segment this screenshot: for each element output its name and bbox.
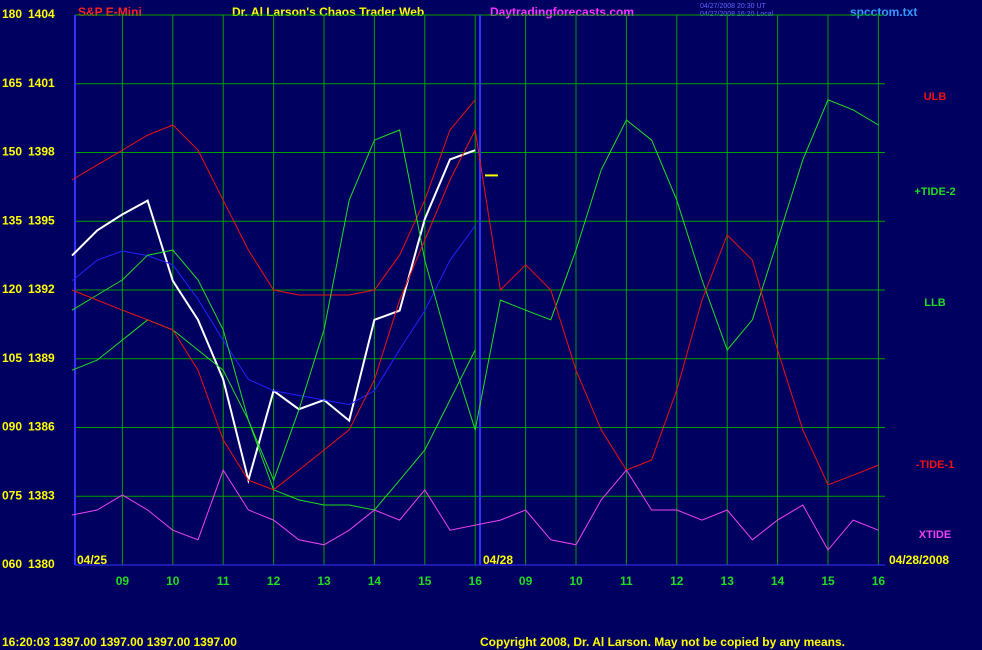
y2-tick-label: 105 <box>2 351 22 365</box>
y-tick-label: 1389 <box>28 351 55 365</box>
y2-tick-label: 120 <box>2 282 22 296</box>
legend-label: +TIDE-2 <box>914 186 955 198</box>
x-tick-label: 11 <box>217 574 230 588</box>
x-tick-label: 09 <box>116 574 130 588</box>
series-line <box>71 225 476 406</box>
y-tick-label: 1380 <box>28 557 55 571</box>
y-tick-label: 1398 <box>28 145 55 159</box>
y-tick-label: 1404 <box>28 7 55 21</box>
series-line <box>71 468 879 551</box>
copyright: Copyright 2008, Dr. Al Larson. May not b… <box>480 635 845 649</box>
series-line <box>71 99 879 482</box>
chart-title: S&P E-Mini <box>78 5 142 19</box>
timestamp: 04/27/2008 16:20 Local <box>700 11 774 18</box>
x-tick-label: 14 <box>771 574 785 588</box>
y2-tick-label: 135 <box>2 213 22 227</box>
x-tick-label: 12 <box>670 574 684 588</box>
x-tick-label: 16 <box>469 574 483 588</box>
file-name: spcctom.txt <box>850 5 917 19</box>
x-tick-label: 15 <box>821 574 835 588</box>
y-tick-label: 1392 <box>28 282 55 296</box>
date-label: 04/25 <box>77 553 107 567</box>
x-tick-label: 16 <box>872 574 886 588</box>
chart-subtitle: Dr. Al Larson's Chaos Trader Web <box>232 5 424 19</box>
y-tick-label: 1395 <box>28 213 55 227</box>
series-line <box>71 128 879 491</box>
y2-tick-label: 090 <box>2 420 22 434</box>
y-tick-label: 1383 <box>28 488 55 502</box>
y2-tick-label: 150 <box>2 145 22 159</box>
y2-tick-label: 180 <box>2 7 22 21</box>
y2-tick-label: 060 <box>2 557 22 571</box>
x-tick-label: 10 <box>569 574 583 588</box>
x-tick-label: 13 <box>721 574 735 588</box>
series-line <box>71 99 476 296</box>
legend-label: ULB <box>924 91 947 103</box>
site-name: Daytradingforecasts.com <box>490 5 634 19</box>
date-label: 04/28 <box>483 553 513 567</box>
x-tick-label: 14 <box>368 574 382 588</box>
timestamp: 04/27/2008 20:30 UT <box>700 3 766 10</box>
x-tick-label: 12 <box>267 574 281 588</box>
legend-label: -TIDE-1 <box>916 459 955 471</box>
x-tick-label: 15 <box>418 574 432 588</box>
y-tick-label: 1386 <box>28 420 55 434</box>
legend-label: XTIDE <box>919 529 951 541</box>
x-tick-label: 11 <box>620 574 633 588</box>
status-bar: 16:20:03 1397.00 1397.00 1397.00 1397.00 <box>2 635 237 649</box>
y2-tick-label: 075 <box>2 488 22 502</box>
y-tick-label: 1401 <box>28 76 55 90</box>
x-tick-label: 13 <box>317 574 331 588</box>
x-tick-label: 10 <box>166 574 180 588</box>
y2-tick-label: 165 <box>2 76 22 90</box>
date-label: 04/28/2008 <box>889 553 949 567</box>
legend-label: LLB <box>924 297 945 309</box>
x-tick-label: 09 <box>519 574 533 588</box>
